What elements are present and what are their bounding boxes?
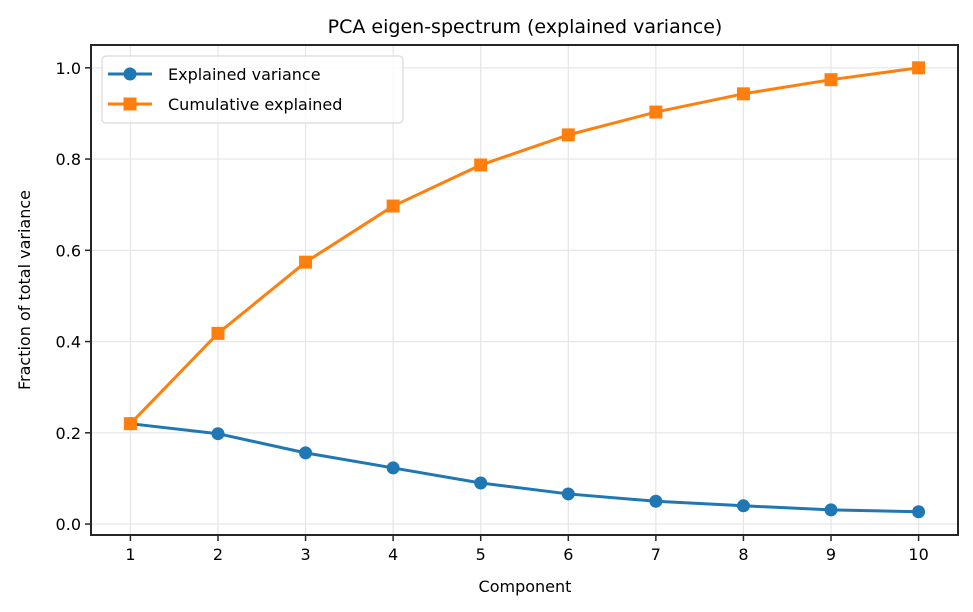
data-point-cumulative-explained (211, 326, 225, 340)
legend-marker-cumulative-explained (123, 97, 137, 111)
y-tick-label: 0.0 (56, 515, 81, 534)
x-tick-label: 9 (826, 545, 836, 564)
data-point-explained-variance (561, 487, 575, 501)
legend-marker-explained-variance (123, 67, 137, 81)
y-tick-label: 0.2 (56, 424, 81, 443)
data-point-cumulative-explained (649, 105, 663, 119)
data-point-cumulative-explained (736, 87, 750, 101)
x-tick-label: 8 (738, 545, 748, 564)
x-tick-label: 5 (476, 545, 486, 564)
legend-label-cumulative-explained: Cumulative explained (168, 95, 342, 114)
y-axis: 0.0 0.2 0.4 0.6 0.8 1.0 (56, 59, 91, 534)
data-point-cumulative-explained (561, 128, 575, 142)
series-layer (123, 61, 926, 519)
legend-label-explained-variance: Explained variance (168, 65, 321, 84)
data-point-explained-variance (299, 446, 313, 460)
y-tick-label: 0.6 (56, 241, 81, 260)
series-line-cumulative-explained (129, 66, 919, 425)
chart-title: PCA eigen-spectrum (explained variance) (328, 16, 723, 38)
x-tick-label: 4 (388, 545, 398, 564)
data-point-cumulative-explained (386, 199, 400, 213)
x-tick-label: 3 (300, 545, 310, 564)
plot-frame (90, 44, 959, 536)
data-point-cumulative-explained (299, 255, 313, 269)
data-point-explained-variance (474, 476, 488, 490)
data-point-cumulative-explained (912, 61, 926, 75)
y-tick-label: 0.8 (56, 150, 81, 169)
x-tick-label: 7 (651, 545, 661, 564)
x-tick-label: 10 (908, 545, 928, 564)
x-axis: 1 2 3 4 5 6 7 8 9 10 (125, 535, 929, 564)
legend: Explained variance Cumulative explained (101, 55, 404, 124)
series-line-explained-variance (130, 422, 919, 514)
data-point-cumulative-explained (824, 73, 838, 87)
data-point-explained-variance (386, 461, 400, 475)
data-point-cumulative-explained (123, 417, 137, 431)
x-tick-label: 1 (125, 545, 135, 564)
data-point-explained-variance (736, 499, 750, 513)
data-point-explained-variance (912, 505, 926, 519)
data-point-cumulative-explained (474, 158, 488, 172)
data-point-explained-variance (824, 503, 838, 517)
y-tick-label: 1.0 (56, 59, 81, 78)
x-tick-label: 2 (213, 545, 223, 564)
data-point-explained-variance (211, 427, 225, 441)
legend-box (101, 55, 404, 124)
x-tick-label: 6 (563, 545, 573, 564)
series-explained-variance (123, 417, 926, 519)
series-cumulative-explained (123, 61, 926, 431)
data-point-explained-variance (649, 494, 663, 508)
x-axis-label: Component (479, 577, 572, 596)
y-tick-label: 0.4 (56, 333, 81, 352)
y-axis-label: Fraction of total variance (15, 190, 34, 390)
